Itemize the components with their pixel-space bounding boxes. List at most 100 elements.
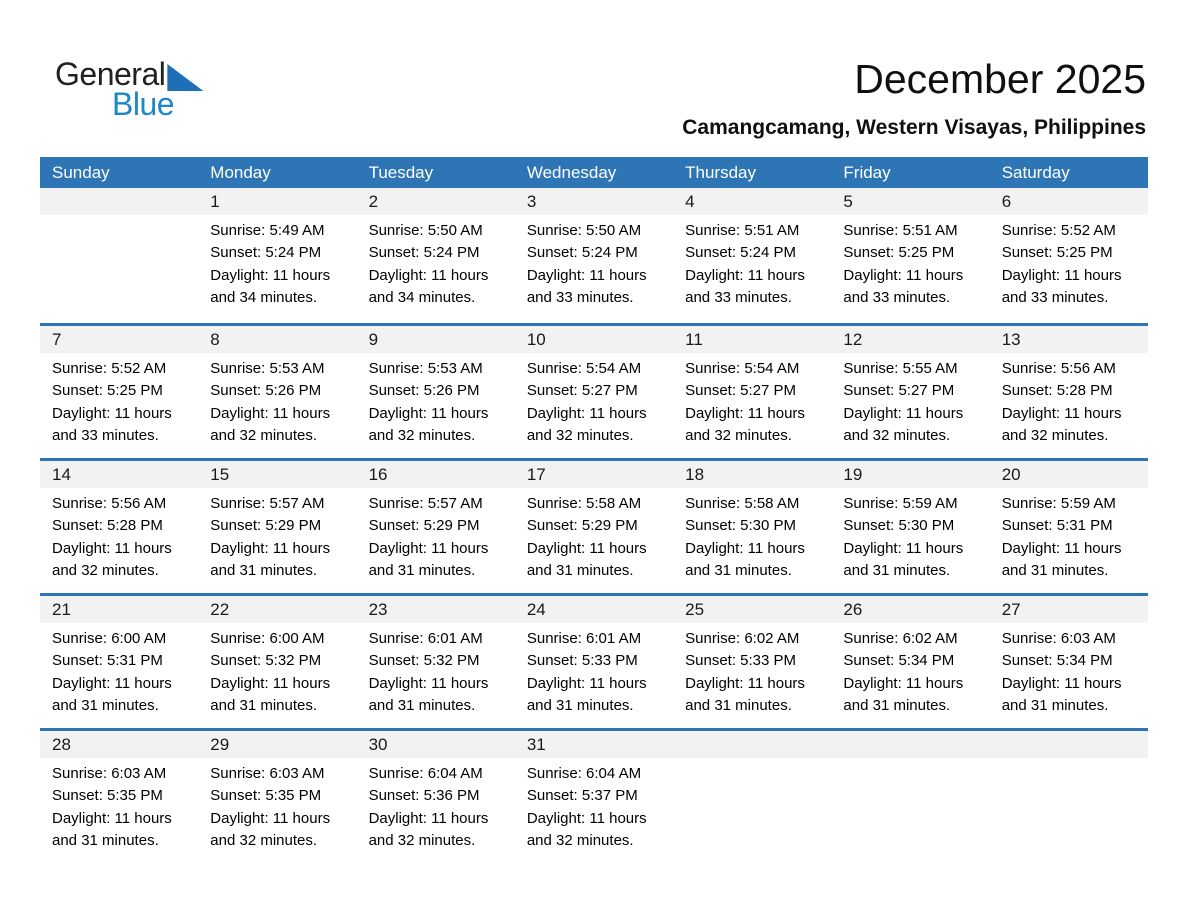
calendar-day-cell: 10 Sunrise: 5:54 AM Sunset: 5:27 PM Dayligh…: [514, 326, 674, 458]
daylight-text-line2: and 32 minutes.: [368, 427, 476, 445]
sunrise-text: Sunrise: 6:00 AM: [52, 630, 167, 647]
day-info: Sunrise: 6:04 AM Sunset: 5:37 PM Daylight:…: [515, 758, 673, 853]
daylight-text-line2: and 31 minutes.: [1001, 697, 1109, 715]
day-number: 13: [989, 326, 1148, 353]
sunset-text: Sunset: 5:28 PM: [1001, 382, 1113, 400]
day-number: 25: [673, 596, 832, 623]
daylight-text-line2: and 33 minutes.: [1001, 289, 1109, 307]
day-info: Sunrise: 5:51 AM Sunset: 5:25 PM Daylight:…: [831, 215, 989, 310]
day-number: 15: [198, 461, 357, 488]
daylight-text-line1: Daylight: 11 hours: [368, 809, 489, 827]
day-info: Sunrise: 5:57 AM Sunset: 5:29 PM Daylight:…: [357, 488, 515, 583]
calendar-day-cell: 2 Sunrise: 5:50 AM Sunset: 5:24 PM Daylight…: [356, 188, 515, 323]
sunset-text: Sunset: 5:30 PM: [843, 517, 955, 535]
calendar-day-cell: 18 Sunrise: 5:58 AM Sunset: 5:30 PM Dayligh…: [673, 461, 832, 593]
day-number: 11: [673, 326, 832, 353]
day-number: 1: [198, 188, 357, 215]
daylight-text-line1: Daylight: 11 hours: [52, 404, 172, 422]
daylight-text-line1: Daylight: 11 hours: [526, 266, 647, 284]
day-info: Sunrise: 5:57 AM Sunset: 5:29 PM Daylight:…: [198, 488, 356, 583]
calendar-day-cell: 28 Sunrise: 6:03 AM Sunset: 5:35 PM Dayligh…: [40, 731, 199, 863]
daylight-text-line1: Daylight: 11 hours: [526, 539, 647, 557]
sunset-text: Sunset: 5:32 PM: [368, 652, 480, 670]
daylight-text-line2: and 32 minutes.: [685, 427, 792, 445]
daylight-text-line2: and 31 minutes.: [368, 697, 476, 715]
sunrise-text: Sunrise: 5:57 AM: [368, 495, 483, 512]
day-info: Sunrise: 5:54 AM Sunset: 5:27 PM Daylight:…: [673, 353, 831, 448]
daylight-text-line1: Daylight: 11 hours: [368, 404, 489, 422]
daylight-text-line1: Daylight: 11 hours: [1001, 266, 1122, 284]
calendar-day-cell: 25 Sunrise: 6:02 AM Sunset: 5:33 PM Dayligh…: [673, 596, 832, 728]
week-row: 14 Sunrise: 5:56 AM Sunset: 5:28 PM Dayligh…: [40, 458, 1148, 593]
sunrise-text: Sunrise: 6:01 AM: [368, 630, 483, 647]
sunset-text: Sunset: 5:26 PM: [368, 382, 480, 400]
sunset-text: Sunset: 5:24 PM: [368, 244, 480, 262]
day-info: Sunrise: 6:03 AM Sunset: 5:35 PM Daylight:…: [40, 758, 198, 853]
day-info: Sunrise: 6:00 AM Sunset: 5:32 PM Daylight:…: [198, 623, 356, 718]
calendar-day-cell: 19 Sunrise: 5:59 AM Sunset: 5:30 PM Dayligh…: [831, 461, 990, 593]
daylight-text-line2: and 31 minutes.: [210, 697, 318, 715]
day-number: 17: [514, 461, 674, 488]
day-info: Sunrise: 5:49 AM Sunset: 5:24 PM Daylight:…: [198, 215, 356, 310]
calendar-table: Sunday Monday Tuesday Wednesday Thursday…: [40, 157, 1148, 863]
sunrise-text: Sunrise: 5:52 AM: [1001, 222, 1116, 239]
daylight-text-line2: and 32 minutes.: [210, 427, 318, 445]
sunset-text: Sunset: 5:33 PM: [685, 652, 797, 670]
calendar-day-cell: 9 Sunrise: 5:53 AM Sunset: 5:26 PM Daylight…: [356, 326, 515, 458]
calendar-day-cell: 27 Sunrise: 6:03 AM Sunset: 5:34 PM Dayligh…: [989, 596, 1148, 728]
day-info: Sunrise: 5:50 AM Sunset: 5:24 PM Daylight:…: [515, 215, 673, 310]
day-number: 16: [356, 461, 515, 488]
day-info: Sunrise: 5:58 AM Sunset: 5:29 PM Daylight:…: [515, 488, 673, 583]
day-info: Sunrise: 5:55 AM Sunset: 5:27 PM Daylight:…: [831, 353, 989, 448]
sunset-text: Sunset: 5:27 PM: [685, 382, 797, 400]
daylight-text-line1: Daylight: 11 hours: [1001, 404, 1122, 422]
week-row: 7 Sunrise: 5:52 AM Sunset: 5:25 PM Daylight…: [40, 323, 1148, 458]
day-number: 18: [673, 461, 832, 488]
weekday-header-wednesday: Wednesday: [526, 162, 617, 182]
sunrise-text: Sunrise: 5:50 AM: [368, 222, 483, 239]
sunset-text: Sunset: 5:29 PM: [526, 517, 638, 535]
daylight-text-line1: Daylight: 11 hours: [52, 809, 172, 827]
weekday-header-friday: Friday: [843, 162, 891, 182]
day-info: Sunrise: 6:01 AM Sunset: 5:33 PM Daylight:…: [515, 623, 673, 718]
sunset-text: Sunset: 5:30 PM: [685, 517, 797, 535]
calendar-day-cell: 11 Sunrise: 5:54 AM Sunset: 5:27 PM Dayligh…: [673, 326, 832, 458]
sunrise-text: Sunrise: 5:59 AM: [843, 495, 958, 512]
sunset-text: Sunset: 5:25 PM: [1001, 244, 1113, 262]
calendar-empty-cell: [40, 188, 199, 323]
calendar-day-cell: 30 Sunrise: 6:04 AM Sunset: 5:36 PM Dayligh…: [356, 731, 515, 863]
calendar-empty-cell: [831, 731, 990, 863]
sunrise-text: Sunrise: 5:54 AM: [526, 360, 642, 377]
week-row: 21 Sunrise: 6:00 AM Sunset: 5:31 PM Dayligh…: [40, 593, 1148, 728]
day-number: 7: [40, 326, 199, 353]
weekday-header-sunday: Sunday: [52, 162, 110, 182]
calendar-day-cell: 6 Sunrise: 5:52 AM Sunset: 5:25 PM Daylight…: [989, 188, 1148, 323]
daylight-text-line2: and 34 minutes.: [210, 289, 318, 307]
title-block: December 2025 Camangcamang, Western Visa…: [682, 57, 1146, 140]
calendar-day-cell: 14 Sunrise: 5:56 AM Sunset: 5:28 PM Dayligh…: [40, 461, 199, 593]
daylight-text-line1: Daylight: 11 hours: [210, 266, 331, 284]
sunset-text: Sunset: 5:25 PM: [52, 382, 163, 400]
calendar-day-cell: 20 Sunrise: 5:59 AM Sunset: 5:31 PM Dayligh…: [989, 461, 1148, 593]
sunrise-text: Sunrise: 5:54 AM: [685, 360, 800, 377]
daylight-text-line2: and 32 minutes.: [526, 832, 634, 850]
sunset-text: Sunset: 5:28 PM: [52, 517, 163, 535]
sunset-text: Sunset: 5:29 PM: [368, 517, 480, 535]
day-number: 31: [514, 731, 674, 758]
day-info: Sunrise: 6:00 AM Sunset: 5:31 PM Daylight:…: [40, 623, 198, 718]
daylight-text-line1: Daylight: 11 hours: [368, 674, 489, 692]
day-number: 2: [356, 188, 515, 215]
calendar-day-cell: 21 Sunrise: 6:00 AM Sunset: 5:31 PM Dayligh…: [40, 596, 199, 728]
day-info: Sunrise: 5:58 AM Sunset: 5:30 PM Daylight:…: [673, 488, 831, 583]
sunset-text: Sunset: 5:34 PM: [1001, 652, 1113, 670]
day-number: [40, 188, 199, 215]
weekday-header-monday: Monday: [210, 162, 271, 182]
daylight-text-line2: and 32 minutes.: [526, 427, 634, 445]
sunset-text: Sunset: 5:24 PM: [685, 244, 797, 262]
logo-text-blue: Blue: [112, 86, 175, 122]
daylight-text-line1: Daylight: 11 hours: [685, 674, 805, 692]
daylight-text-line2: and 32 minutes.: [368, 832, 476, 850]
day-number: 12: [831, 326, 990, 353]
sunset-text: Sunset: 5:31 PM: [52, 652, 163, 670]
day-number: 27: [989, 596, 1148, 623]
